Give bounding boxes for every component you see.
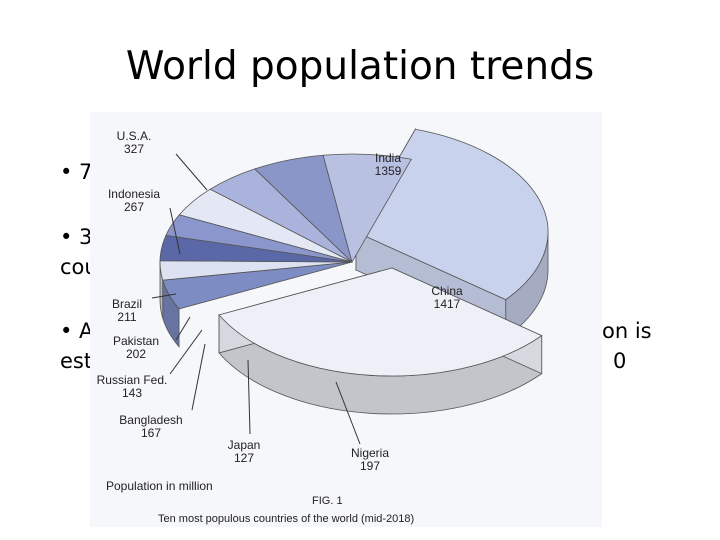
label-china-value: 1417	[434, 297, 461, 311]
label-brazil-value: 211	[117, 310, 136, 324]
leader-nigeria	[335, 381, 361, 445]
label-pakistan-name: Pakistan	[113, 334, 159, 348]
label-nigeria-value: 197	[360, 459, 380, 473]
bullet-3-right-continuation: 0	[613, 349, 627, 373]
label-brazil-name: Brazil	[112, 297, 142, 311]
label-pakistan-value: 202	[126, 347, 146, 361]
pie-slices	[159, 128, 549, 377]
bullet-3-fragment: • A	[60, 319, 94, 343]
bullet-3-right-fragment: on is	[602, 319, 652, 343]
label-china-name: China	[431, 284, 463, 298]
figure-label: FIG. 1	[312, 495, 343, 507]
label-indonesia-value: 267	[124, 200, 144, 214]
label-u-s-a-name: U.S.A.	[117, 129, 152, 143]
label-bangladesh-value: 167	[141, 426, 161, 440]
bullet-2-fragment: • 3	[60, 225, 93, 249]
label-bangladesh-name: Bangladesh	[119, 413, 182, 427]
bullet-1-fragment: • 7	[60, 160, 93, 184]
label-japan-value: 127	[234, 451, 254, 465]
label-russian-fed-name: Russian Fed.	[97, 373, 168, 387]
label-japan-name: Japan	[228, 438, 261, 452]
leader-russian-fed	[169, 329, 203, 375]
label-india-name: India	[375, 151, 401, 165]
label-nigeria-name: Nigeria	[351, 446, 389, 460]
leader-brazil	[151, 293, 177, 299]
label-russian-fed-value: 143	[122, 386, 142, 400]
leader-lines	[151, 153, 361, 445]
figure-caption: Ten most populous countries of the world…	[158, 513, 414, 525]
unit-note: Population in million	[106, 479, 213, 493]
label-indonesia-name: Indonesia	[108, 187, 160, 201]
leader-indonesia	[169, 207, 181, 255]
label-india-value: 1359	[375, 164, 402, 178]
slide-title: World population trends	[125, 44, 595, 89]
leader-bangladesh	[191, 343, 206, 411]
leader-japan	[247, 359, 251, 435]
leader-u-s-a	[175, 153, 208, 191]
leader-pakistan	[175, 316, 191, 341]
label-u-s-a-value: 327	[124, 142, 144, 156]
bullet-3-continuation: est	[60, 349, 93, 373]
slice-china	[218, 267, 543, 377]
slice-u-s-a	[322, 153, 412, 264]
chart-figure: India 1359 China 1417 Nigeria 197 Japan 127 Bang…	[90, 112, 602, 527]
